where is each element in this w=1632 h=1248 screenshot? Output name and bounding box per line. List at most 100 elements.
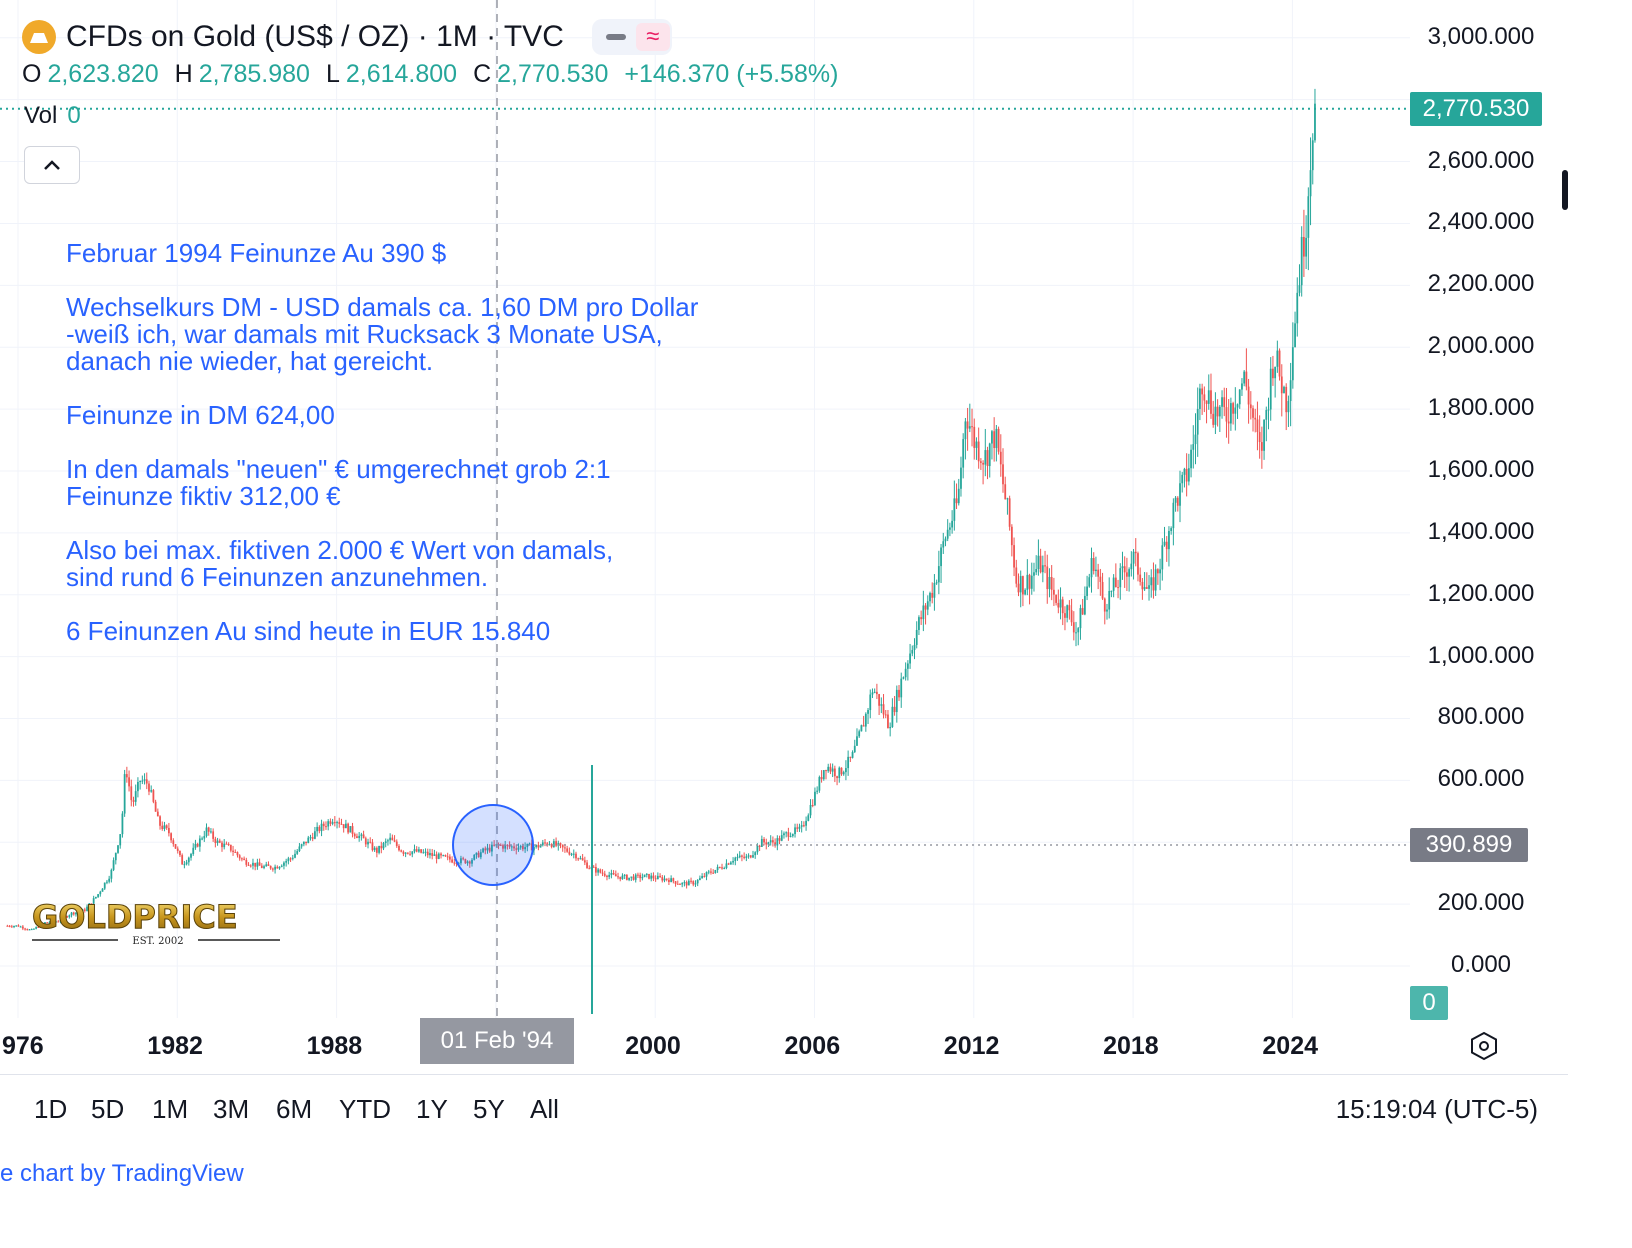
candle-body xyxy=(398,845,400,851)
range-button-5d[interactable]: 5D xyxy=(91,1094,125,1124)
candle-body xyxy=(929,592,931,602)
candle-body xyxy=(1015,567,1018,584)
symbol-title: CFDs on Gold (US$ / OZ) · 1M · TVC xyxy=(66,20,564,53)
annotation-line: -weiß ich, war damals mit Rucksack 3 Mon… xyxy=(66,319,663,349)
candle-body xyxy=(1183,468,1186,475)
candle-body xyxy=(979,461,982,463)
range-button-all[interactable]: All xyxy=(530,1094,559,1124)
candle-body xyxy=(805,820,807,826)
candle-body xyxy=(552,841,555,847)
candle-body xyxy=(785,832,788,834)
candle-body xyxy=(661,877,664,881)
range-button-6m[interactable]: 6M xyxy=(276,1094,313,1124)
candle-body xyxy=(1112,577,1115,591)
candle-body xyxy=(752,855,754,858)
candle-body xyxy=(1137,553,1139,575)
range-button-3m[interactable]: 3M xyxy=(213,1094,250,1124)
range-button-1y[interactable]: 1Y xyxy=(416,1094,448,1124)
candle-body xyxy=(55,921,57,923)
candle-body xyxy=(1303,236,1305,257)
candle-body xyxy=(453,862,456,864)
collapse-legend-button[interactable] xyxy=(24,146,80,184)
time-axis-label: 976 xyxy=(2,1032,44,1060)
candle-body xyxy=(358,835,361,839)
candle-body xyxy=(1227,421,1230,424)
candle-body xyxy=(566,848,569,852)
candle-body xyxy=(475,852,478,855)
price-chart[interactable] xyxy=(0,0,1410,1020)
candle-body xyxy=(68,915,71,918)
candle-body xyxy=(10,926,13,928)
candle-body xyxy=(287,858,290,862)
candle-body xyxy=(1090,558,1093,578)
candle-body xyxy=(174,844,177,849)
candle-body xyxy=(1265,410,1268,420)
candle-body xyxy=(723,868,726,870)
indicator-toggle[interactable]: ≈ xyxy=(591,19,672,55)
candle-body xyxy=(356,836,358,839)
candle-body xyxy=(221,842,223,848)
candle-body xyxy=(570,853,573,855)
candle-body xyxy=(579,858,582,860)
candle-body xyxy=(24,928,26,930)
candle-body xyxy=(898,689,900,698)
candle-body xyxy=(269,865,272,869)
candle-body xyxy=(249,865,252,867)
candle-body xyxy=(457,863,460,865)
range-button-5y[interactable]: 5Y xyxy=(473,1094,505,1124)
candle-body xyxy=(285,861,288,863)
candle-body xyxy=(506,844,509,846)
candle-body xyxy=(176,848,179,851)
candle-body xyxy=(783,833,785,836)
candle-body xyxy=(1221,397,1223,407)
candle-body xyxy=(822,770,825,780)
range-button-ytd[interactable]: YTD xyxy=(339,1094,391,1124)
candle-body xyxy=(1148,585,1150,589)
candle-body xyxy=(858,731,861,737)
candle-body xyxy=(247,864,250,866)
candle-body xyxy=(787,832,790,837)
candle-body xyxy=(962,439,965,468)
settings-button[interactable] xyxy=(1468,1030,1500,1062)
candle-body xyxy=(727,863,730,865)
candle-body xyxy=(205,827,208,837)
candle-body xyxy=(402,851,405,854)
candle-body xyxy=(1059,599,1062,608)
candle-body xyxy=(880,704,883,706)
price-axis-label: 2,400.000 xyxy=(1427,208,1535,236)
candle-body xyxy=(734,857,737,861)
candle-body xyxy=(340,823,343,825)
text-annotation[interactable]: Februar 1994 Feinunze Au 390 $ Wechselkur… xyxy=(66,240,698,645)
candle-body xyxy=(35,926,38,929)
candle-body xyxy=(406,852,409,854)
candle-body xyxy=(1008,498,1011,527)
candle-body xyxy=(1088,577,1091,587)
volume-price-tag: 0 xyxy=(1410,986,1448,1020)
annotation-line: Wechselkurs DM - USD damals ca. 1,60 DM … xyxy=(66,292,699,322)
range-button-1d[interactable]: 1D xyxy=(34,1094,68,1124)
candle-body xyxy=(1278,350,1281,377)
candle-body xyxy=(1110,590,1113,592)
candle-body xyxy=(309,837,312,839)
candle-body xyxy=(92,898,95,904)
scale-drag-handle[interactable] xyxy=(1562,170,1568,210)
candle-body xyxy=(643,874,646,878)
candle-body xyxy=(1092,558,1095,572)
candle-body xyxy=(904,668,907,678)
candle-body xyxy=(391,837,394,841)
candle-body xyxy=(342,824,345,829)
candle-body xyxy=(170,833,173,841)
candle-body xyxy=(338,822,341,824)
candle-body xyxy=(61,916,64,921)
candle-body xyxy=(1075,632,1077,634)
candle-body xyxy=(70,912,73,916)
candle-body xyxy=(21,926,24,929)
candle-body xyxy=(203,836,206,839)
tradingview-credit[interactable]: e chart by TradingView xyxy=(0,1160,244,1187)
range-button-1m[interactable]: 1M xyxy=(152,1094,189,1124)
annotation-gap xyxy=(66,510,698,537)
candle-body xyxy=(1236,404,1239,408)
candle-body xyxy=(617,876,619,878)
candle-body xyxy=(710,871,712,873)
candle-body xyxy=(716,866,719,870)
